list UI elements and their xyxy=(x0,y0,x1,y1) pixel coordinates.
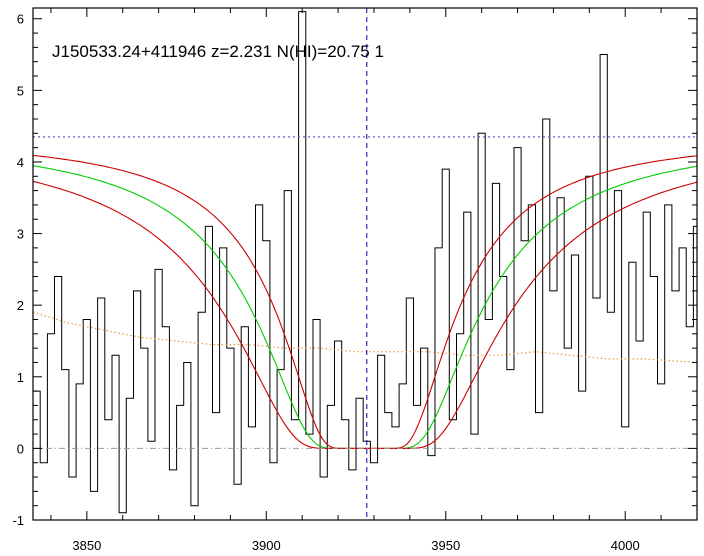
y-tick-label: 3 xyxy=(17,227,24,242)
x-tick-label: 4000 xyxy=(611,538,640,553)
dla-profile-lower-line xyxy=(33,154,697,449)
plot-frame xyxy=(32,7,698,521)
reference-lines-layer xyxy=(33,8,697,520)
x-tick-label: 3850 xyxy=(72,538,101,553)
y-tick-label: 0 xyxy=(17,441,24,456)
x-tick-label: 3950 xyxy=(431,538,460,553)
y-tick-label: 1 xyxy=(17,370,24,385)
x-tick-label: 3900 xyxy=(252,538,281,553)
y-tick-label: 6 xyxy=(17,12,24,27)
y-tick-label: 5 xyxy=(17,83,24,98)
y-tick-label: 2 xyxy=(17,298,24,313)
ticks-layer: 3850 3900 3950 4000 -1 0 1 2 3 4 5 6 xyxy=(12,8,698,553)
y-tick-label: 4 xyxy=(17,155,24,170)
chart-title: J150533.24+411946 z=2.231 N(HI)=20.75 1 xyxy=(52,42,384,61)
y-tick-label: -1 xyxy=(12,513,24,528)
